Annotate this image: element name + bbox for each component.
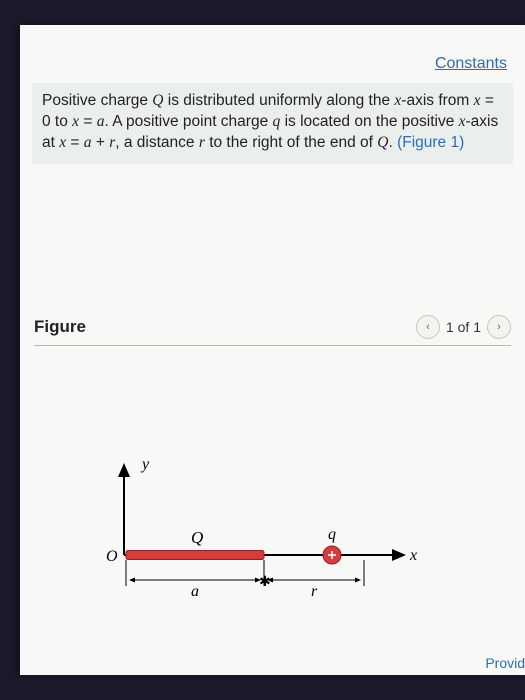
svg-text:q: q xyxy=(328,526,336,543)
figure-reference-link[interactable]: (Figure 1) xyxy=(397,134,464,151)
var-a: a xyxy=(84,134,92,151)
svg-text:Q: Q xyxy=(191,528,203,547)
svg-text:x: x xyxy=(409,547,417,564)
text: = xyxy=(66,134,84,151)
text: to xyxy=(51,113,73,130)
var-x: x xyxy=(474,92,481,109)
figure-header: Figure ‹ 1 of 1 › xyxy=(34,315,511,346)
svg-text:y: y xyxy=(140,456,150,473)
svg-text:a: a xyxy=(191,583,199,600)
text: . A positive point charge xyxy=(104,113,272,130)
figure-nav: ‹ 1 of 1 › xyxy=(416,315,511,339)
text: to the right of the end of xyxy=(205,134,377,151)
text: , a distance xyxy=(115,134,199,151)
text: + xyxy=(92,134,110,151)
svg-text:O: O xyxy=(106,548,118,565)
content-panel: Constants Positive charge Q is distribut… xyxy=(20,25,525,675)
text: is located on the positive xyxy=(280,113,458,130)
var-Q: Q xyxy=(152,92,163,109)
constants-link[interactable]: Constants xyxy=(435,55,507,73)
partial-link[interactable]: Provid xyxy=(485,655,525,671)
svg-text:r: r xyxy=(311,583,318,600)
figure-counter: 1 of 1 xyxy=(446,319,481,335)
text: . xyxy=(388,134,397,151)
var-x: x xyxy=(459,113,466,130)
var-Q: Q xyxy=(377,134,388,151)
figure-prev-button[interactable]: ‹ xyxy=(416,315,440,339)
text: = xyxy=(79,113,97,130)
text: is distributed uniformly along the xyxy=(163,92,394,109)
physics-diagram: y x O Qq a r ✱ xyxy=(74,425,434,625)
figure-next-button[interactable]: › xyxy=(487,315,511,339)
text: Positive charge xyxy=(42,92,152,109)
figure-title: Figure xyxy=(34,317,86,337)
figure-area: y x O Qq a r ✱ xyxy=(34,355,511,645)
svg-text:✱: ✱ xyxy=(259,573,271,589)
problem-statement: Positive charge Q is distributed uniform… xyxy=(32,83,513,164)
text: -axis from xyxy=(401,92,473,109)
